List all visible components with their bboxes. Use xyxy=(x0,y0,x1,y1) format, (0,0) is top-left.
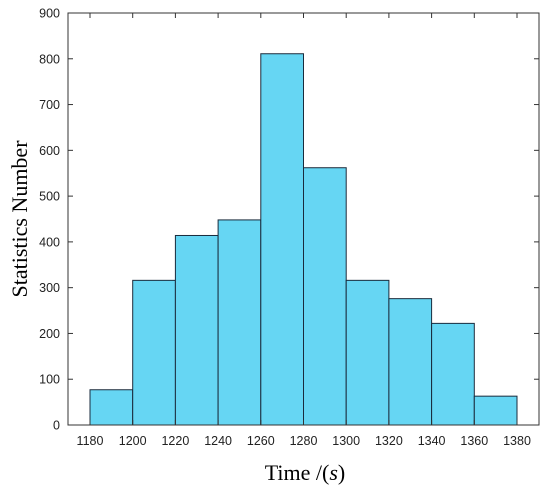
x-tick-label: 1340 xyxy=(418,434,446,448)
x-tick-label: 1260 xyxy=(247,434,275,448)
y-tick-label: 0 xyxy=(53,419,60,433)
x-tick-label: 1320 xyxy=(375,434,403,448)
histogram-bar xyxy=(431,322,475,426)
histogram-bar xyxy=(345,279,390,426)
y-tick-label: 100 xyxy=(39,373,60,387)
x-tick-label: 1200 xyxy=(119,434,147,448)
x-ticks-group: 1180 1200 1220 1240 1260 1280 1300 1320 1340 1360… xyxy=(77,13,531,448)
y-tick-label: 300 xyxy=(39,281,60,295)
y-tick-label: 500 xyxy=(39,190,60,204)
y-tick-label: 900 xyxy=(39,7,60,21)
y-ticks-group: 0 100 200 300 400 500 600 700 800 900 xyxy=(39,7,539,433)
y-tick-label: 700 xyxy=(39,98,60,112)
x-tick-label: 1280 xyxy=(290,434,318,448)
histogram-bar xyxy=(260,53,304,426)
histogram-bar xyxy=(132,279,176,426)
x-tick-label: 1300 xyxy=(332,434,360,448)
y-tick-label: 600 xyxy=(39,144,60,158)
y-tick-label: 200 xyxy=(39,327,60,341)
x-tick-label: 1240 xyxy=(204,434,232,448)
y-tick-label: 400 xyxy=(39,235,60,249)
histogram-bar xyxy=(303,167,347,426)
x-tick-label: 1380 xyxy=(503,434,531,448)
histogram-bar xyxy=(473,395,518,426)
histogram-bar xyxy=(174,234,219,426)
histogram-bar xyxy=(217,219,262,426)
x-tick-label: 1220 xyxy=(161,434,189,448)
y-tick-label: 800 xyxy=(39,52,60,66)
histogram-bar xyxy=(89,389,134,426)
histogram-bar xyxy=(388,298,433,426)
y-axis-label: Statistics Number xyxy=(7,140,32,298)
bars-group xyxy=(89,53,518,426)
x-tick-label: 1360 xyxy=(460,434,488,448)
x-tick-label: 1180 xyxy=(77,434,104,448)
x-axis-label: Time /(s) xyxy=(265,460,345,485)
